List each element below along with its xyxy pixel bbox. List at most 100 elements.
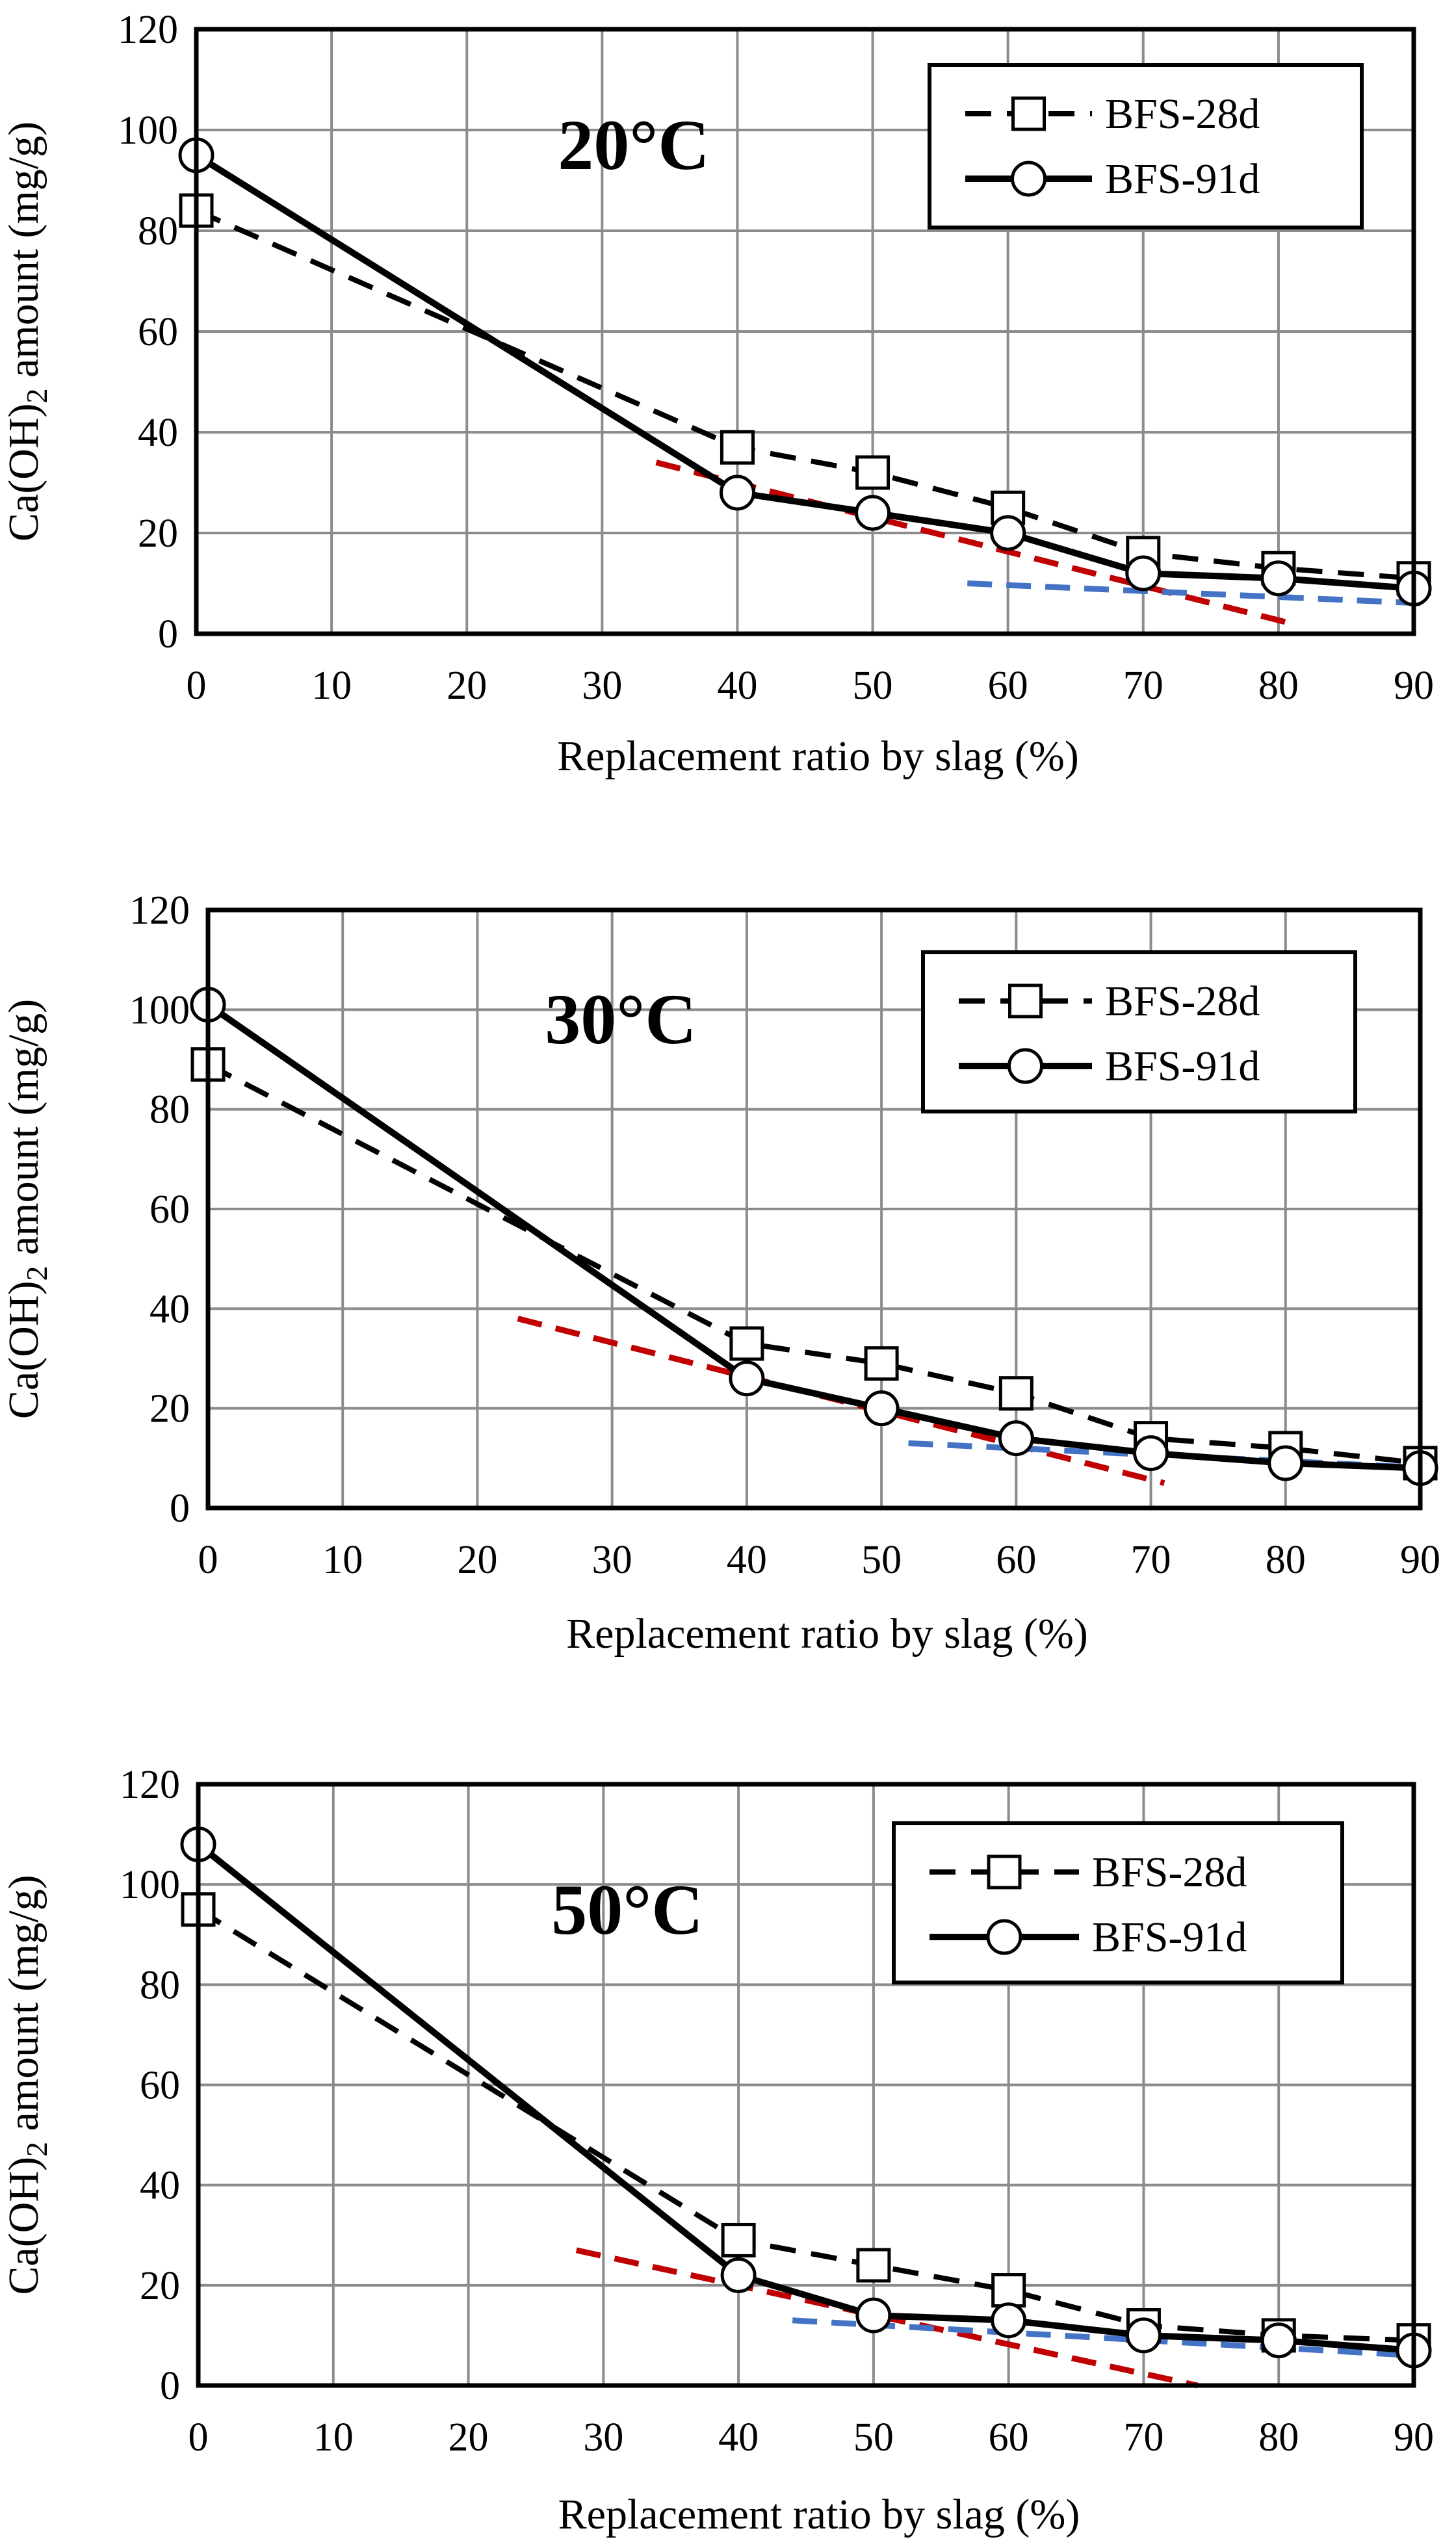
data-point-circle [1125, 2317, 1162, 2354]
legend-label: BFS-91d [1105, 155, 1260, 203]
y-tick-label: 0 [158, 612, 178, 656]
legend-box [921, 950, 1357, 1113]
x-tick-label: 70 [1131, 1538, 1171, 1582]
trend-line-red [655, 460, 1293, 627]
data-point-circle [855, 2297, 892, 2334]
y-tick-label: 80 [150, 1088, 190, 1132]
data-point-circle [1260, 560, 1297, 597]
legend-label: BFS-28d [1092, 1849, 1247, 1896]
x-tick-label: 0 [187, 664, 207, 708]
y-tick-label: 100 [120, 1863, 180, 1907]
legend-marker-square [1011, 96, 1046, 131]
legend-label: BFS-28d [1105, 90, 1260, 138]
legend-box [928, 63, 1364, 229]
data-point-square [855, 455, 890, 490]
x-tick-label: 50 [861, 1538, 902, 1582]
x-tick-label: 70 [1123, 664, 1164, 708]
y-tick-label: 120 [120, 1763, 180, 1807]
legend-box [892, 1821, 1344, 1984]
data-point-circle [719, 474, 755, 511]
legend-marker-circle [986, 1919, 1022, 1955]
y-tick-label: 40 [138, 411, 178, 455]
x-axis-title: Replacement ratio by slag (%) [557, 733, 1079, 780]
y-tick-label: 40 [140, 2164, 180, 2208]
x-tick-label: 80 [1258, 664, 1299, 708]
x-tick-label: 30 [583, 2415, 623, 2460]
x-tick-label: 30 [592, 1538, 632, 1582]
x-tick-label: 20 [447, 664, 487, 708]
x-tick-label: 20 [457, 1538, 497, 1582]
x-tick-label: 80 [1266, 1538, 1306, 1582]
legend-label: BFS-91d [1105, 1043, 1260, 1090]
x-tick-label: 30 [582, 664, 622, 708]
data-point-square [864, 1346, 899, 1381]
y-tick-label: 0 [170, 1487, 190, 1531]
chart-panel: 0 20 40 60 80 100 120 0 10 20 30 40 50 60 70 80 90 Replac… [0, 8, 1434, 780]
legend: BFS-28d BFS-91d [921, 950, 1357, 1113]
x-tick-label: 20 [448, 2415, 489, 2460]
y-tick-label: 20 [138, 512, 178, 556]
data-point-square [729, 1326, 764, 1361]
x-tick-label: 10 [313, 2415, 354, 2460]
x-tick-label: 40 [727, 1538, 767, 1582]
temperature-title: 30°C [545, 980, 696, 1059]
x-axis-title: Replacement ratio by slag (%) [566, 1610, 1088, 1658]
x-tick-label: 10 [322, 1538, 363, 1582]
data-point-circle [720, 2257, 757, 2293]
x-tick-label: 10 [311, 664, 352, 708]
y-tick-label: 60 [138, 310, 178, 354]
legend: BFS-28d BFS-91d [892, 1821, 1344, 1984]
chart-panel: 0 20 40 60 80 100 120 0 10 20 30 40 50 60 70 80 90 Replac… [0, 889, 1440, 1658]
x-tick-label: 70 [1123, 2415, 1164, 2460]
y-tick-label: 120 [118, 8, 178, 52]
data-point-circle [990, 515, 1026, 551]
legend-label: BFS-28d [1105, 978, 1260, 1025]
legend-marker-square [987, 1854, 1022, 1890]
data-point-circle [998, 1420, 1034, 1457]
y-tick-label: 60 [140, 2064, 180, 2108]
legend-marker-circle [1011, 161, 1046, 197]
x-tick-label: 90 [1400, 1538, 1440, 1582]
x-tick-label: 40 [717, 664, 757, 708]
y-tick-label: 80 [140, 1963, 180, 2007]
x-tick-label: 90 [1394, 664, 1434, 708]
y-tick-label: 40 [150, 1287, 190, 1331]
series-line-bfs-28d [207, 1062, 1421, 1466]
legend-marker-circle [1008, 1048, 1043, 1084]
y-tick-label: 80 [138, 209, 178, 254]
plot-frame [194, 27, 1416, 636]
data-point-circle [863, 1390, 900, 1427]
trend-line-blue [792, 2317, 1414, 2359]
x-tick-label: 80 [1258, 2415, 1299, 2460]
data-point-circle [1125, 555, 1162, 592]
data-point-square [856, 2248, 891, 2283]
data-point-circle [729, 1360, 765, 1397]
data-point-circle [991, 2302, 1027, 2339]
y-axis-title: Ca(OH)2 amount (mg/g) [0, 1875, 53, 2294]
data-point-circle [1260, 2322, 1297, 2359]
x-tick-label: 90 [1394, 2415, 1434, 2460]
x-tick-label: 60 [989, 2415, 1029, 2460]
chart-panel: 0 20 40 60 80 100 120 0 10 20 30 40 50 60 70 80 90 Replac… [0, 1763, 1434, 2538]
x-axis-title: Replacement ratio by slag (%) [558, 2491, 1080, 2538]
y-tick-label: 100 [118, 109, 178, 153]
y-axis-title: Ca(OH)2 amount (mg/g) [0, 122, 53, 541]
temperature-title: 20°C [558, 105, 709, 185]
y-tick-label: 20 [140, 2264, 180, 2308]
data-point-circle [1133, 1435, 1169, 1472]
data-point-square [720, 430, 755, 465]
y-tick-label: 60 [150, 1188, 190, 1232]
plot-frame [196, 1782, 1416, 2388]
x-tick-label: 60 [988, 664, 1028, 708]
temperature-title: 50°C [551, 1870, 703, 1949]
y-tick-label: 20 [150, 1387, 190, 1431]
x-tick-label: 60 [996, 1538, 1036, 1582]
data-point-circle [1268, 1445, 1304, 1481]
x-tick-label: 0 [198, 1538, 218, 1582]
x-tick-label: 0 [188, 2415, 209, 2460]
x-tick-label: 50 [853, 2415, 894, 2460]
y-tick-label: 100 [129, 988, 190, 1032]
legend-label: BFS-91d [1092, 1914, 1247, 1961]
plot-frame [205, 907, 1423, 1511]
